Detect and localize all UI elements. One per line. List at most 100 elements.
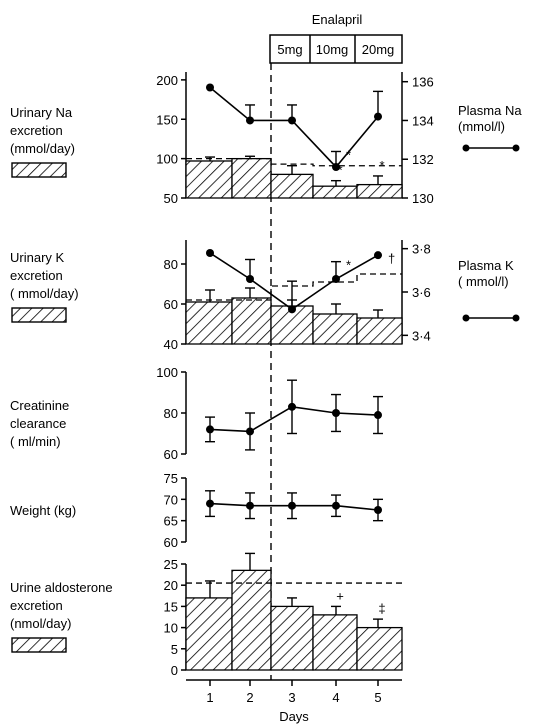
dashed-reference [186, 273, 402, 301]
left-axis-label: Urine aldosterone [10, 580, 113, 595]
bar [270, 173, 314, 199]
left-tick-label: 40 [164, 337, 178, 352]
right-tick-label: 3·6 [412, 285, 431, 300]
left-tick-label: 100 [156, 365, 178, 380]
bar [231, 157, 272, 199]
left-tick-label: 5 [171, 642, 178, 657]
data-point [374, 411, 382, 420]
bar [356, 317, 403, 345]
data-point [374, 251, 382, 260]
panel-creat: 100 80 60 Creatinine clearance ( ml/min) [10, 365, 383, 462]
treatment-title: Enalapril [312, 12, 363, 27]
left-tick-label: 25 [164, 557, 178, 572]
bar [185, 597, 233, 671]
point-annotation: † [388, 251, 395, 266]
left-axis-label: excretion [10, 598, 63, 613]
data-point [246, 501, 254, 510]
left-tick-label: 60 [164, 447, 178, 462]
point-annotation: * [346, 147, 351, 162]
left-tick-label: 0 [171, 663, 178, 678]
hatch-legend [11, 307, 67, 323]
data-point [288, 501, 296, 510]
series-line [209, 406, 379, 433]
left-tick-label: 70 [164, 492, 178, 507]
bar [231, 297, 272, 345]
bar [356, 626, 403, 671]
right-axis-label: Plasma Na [458, 103, 522, 118]
left-tick-label: 10 [164, 621, 178, 636]
bar-annotation: + [336, 588, 344, 603]
data-point [246, 275, 254, 283]
line-legend-marker [462, 314, 470, 322]
data-point [374, 506, 382, 514]
left-tick-label: 100 [156, 152, 178, 167]
data-point [288, 116, 296, 125]
dashed-reference [186, 157, 402, 167]
data-point [206, 425, 214, 434]
left-tick-label: 80 [164, 406, 178, 421]
dose-label: 10mg [316, 42, 349, 57]
left-axis-label: (mmol/day) [10, 141, 75, 156]
panel-aldo: 25 20 15 10 5 0 Urine aldosterone excretion (nmo… [10, 552, 403, 678]
dose-label: 5mg [277, 42, 302, 57]
left-tick-label: 60 [164, 297, 178, 312]
bar [185, 301, 233, 345]
left-axis-label: ( mmol/day) [10, 286, 79, 301]
left-tick-label: 65 [164, 514, 178, 529]
x-tick-label: 5 [374, 690, 381, 705]
left-axis-label: ( ml/min) [10, 434, 61, 449]
bar-annotation: * [337, 163, 342, 178]
right-axis-label: ( mmol/l) [458, 274, 509, 289]
left-axis-label: excretion [10, 268, 63, 283]
x-tick-label: 4 [332, 690, 339, 705]
data-point [374, 112, 382, 121]
line-legend-marker [512, 144, 520, 152]
bar [356, 183, 403, 199]
x-axis-label: Days [279, 709, 309, 724]
data-point [332, 275, 340, 283]
left-axis-label: (nmol/day) [10, 616, 71, 631]
data-point [288, 402, 296, 411]
data-point [246, 427, 254, 436]
treatment-box [269, 34, 403, 64]
left-axis-label: Creatinine [10, 398, 69, 413]
line-legend-marker [512, 314, 520, 322]
left-tick-label: 200 [156, 73, 178, 88]
right-tick-label: 130 [412, 191, 434, 206]
panel-na: 200 150 100 50 136 134 132 130 Urinary Na excreti… [10, 72, 522, 206]
data-point [246, 116, 254, 125]
left-axis-label: clearance [10, 416, 66, 431]
right-axis-label: Plasma K [458, 258, 514, 273]
dose-label: 20mg [362, 42, 395, 57]
right-tick-label: 134 [412, 113, 434, 128]
left-axis-label: Urinary K [10, 250, 65, 265]
data-point [206, 83, 214, 92]
data-point [332, 162, 340, 171]
left-tick-label: 20 [164, 578, 178, 593]
bar [312, 185, 358, 199]
left-tick-label: 75 [164, 471, 178, 486]
data-point [332, 409, 340, 417]
right-tick-label: 3·4 [412, 328, 431, 343]
x-tick-label: 2 [246, 690, 253, 705]
right-axis-label: (mmol/l) [458, 119, 505, 134]
right-tick-label: 3·8 [412, 242, 431, 257]
left-tick-label: 150 [156, 112, 178, 127]
bar [270, 605, 314, 671]
bar-annotation: ‡ [378, 601, 385, 616]
line-legend-marker [462, 144, 470, 152]
left-tick-label: 50 [164, 191, 178, 206]
bar-annotation: * [379, 158, 384, 173]
bar [312, 313, 358, 345]
hatch-legend [11, 162, 67, 178]
data-point [332, 501, 340, 510]
left-axis-label: Weight (kg) [10, 503, 76, 518]
bar [231, 569, 272, 671]
left-axis-label: excretion [10, 123, 63, 138]
treatment-header: Enalapril 5mg 10mg 20mg [269, 12, 403, 64]
left-tick-label: 60 [164, 535, 178, 550]
hatch-legend [11, 637, 67, 653]
bar [185, 160, 233, 199]
